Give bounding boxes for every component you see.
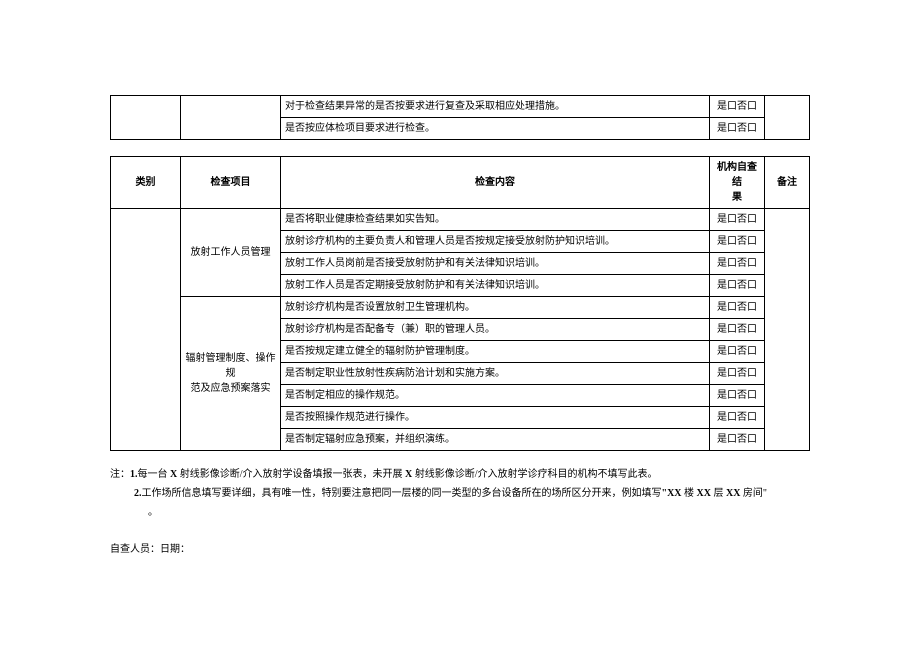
- result-cell: 是口否口: [710, 341, 765, 363]
- content-cell: 是否制定职业性放射性疾病防治计划和实施方案。: [281, 363, 710, 385]
- content-cell: 对于检查结果异常的是否按要求进行复查及采取相应处理措施。: [281, 96, 710, 118]
- note-num1: 1.: [130, 469, 138, 480]
- note-xx3: XX: [726, 488, 740, 499]
- cat-cell-empty: [111, 96, 181, 140]
- cat-cell-big: [111, 209, 181, 451]
- note-n2d: 房间": [743, 488, 767, 499]
- note-line-2: 2.工作场所信息填写要详细，具有唯一性，特别要注意把同一层楼的同一类型的多台设备…: [110, 484, 810, 503]
- note-num2: 2.: [134, 488, 142, 499]
- content-cell: 是否制定辐射应急预案，并组织演练。: [281, 429, 710, 451]
- note-n1c: 射线影像诊断/介入放射学诊疗科目的机构不填写此表。: [415, 469, 658, 480]
- header-content: 检查内容: [281, 157, 710, 209]
- item-cell-empty: [181, 96, 281, 140]
- content-cell: 放射工作人员岗前是否接受放射防护和有关法律知识培训。: [281, 253, 710, 275]
- note-line-3: 。: [110, 503, 810, 522]
- result-cell: 是口否口: [710, 363, 765, 385]
- note-cell-big: [765, 209, 810, 451]
- table-row: 辐射管理制度、操作规 范及应急预案落实 放射诊疗机构是否设置放射卫生管理机构。 …: [111, 297, 810, 319]
- note-n1a: 每一台: [138, 469, 168, 480]
- result-cell: 是口否口: [710, 319, 765, 341]
- note-x2: X: [405, 469, 412, 480]
- item-cell-g2: 辐射管理制度、操作规 范及应急预案落实: [181, 297, 281, 451]
- result-cell: 是口否口: [710, 407, 765, 429]
- table-header-row: 类别 检查项目 检查内容 机构自查结 果 备注: [111, 157, 810, 209]
- content-cell: 是否按应体检项目要求进行检查。: [281, 118, 710, 140]
- notes-block: 注：1.每一台 X 射线影像诊断/介入放射学设备填报一张表，未开展 X 射线影像…: [110, 465, 810, 522]
- header-result: 机构自查结 果: [710, 157, 765, 209]
- note-xx2: XX: [697, 488, 711, 499]
- table-main: 类别 检查项目 检查内容 机构自查结 果 备注 放射工作人员管理 是否将职业健康…: [110, 156, 810, 451]
- result-cell: 是口否口: [710, 231, 765, 253]
- note-n2e: 。: [148, 507, 158, 518]
- result-cell: 是口否口: [710, 297, 765, 319]
- content-cell: 是否将职业健康检查结果如实告知。: [281, 209, 710, 231]
- content-cell: 是否按规定建立健全的辐射防护管理制度。: [281, 341, 710, 363]
- result-cell: 是口否口: [710, 118, 765, 140]
- result-cell: 是口否口: [710, 253, 765, 275]
- note-x: X: [170, 469, 177, 480]
- note-cell-empty: [765, 96, 810, 140]
- header-item: 检查项目: [181, 157, 281, 209]
- note-n2c: 层: [713, 488, 723, 499]
- content-cell: 放射工作人员是否定期接受放射防护和有关法律知识培训。: [281, 275, 710, 297]
- header-note: 备注: [765, 157, 810, 209]
- note-line-1: 注：1.每一台 X 射线影像诊断/介入放射学设备填报一张表，未开展 X 射线影像…: [110, 465, 810, 484]
- content-cell: 是否按照操作规范进行操作。: [281, 407, 710, 429]
- note-n2a: 工作场所信息填写要详细，具有唯一性，特别要注意把同一层楼的同一类型的多台设备所在…: [142, 488, 662, 499]
- result-cell: 是口否口: [710, 275, 765, 297]
- result-cell: 是口否口: [710, 96, 765, 118]
- note-prefix: 注：: [110, 469, 130, 480]
- note-xx1: XX: [667, 488, 681, 499]
- result-cell: 是口否口: [710, 385, 765, 407]
- note-n2b: 楼: [684, 488, 694, 499]
- content-cell: 放射诊疗机构的主要负责人和管理人员是否按规定接受放射防护知识培训。: [281, 231, 710, 253]
- table-top-partial: 对于检查结果异常的是否按要求进行复查及采取相应处理措施。 是口否口 是否按应体检…: [110, 95, 810, 140]
- sign-label: 自查人员：日期：: [110, 544, 190, 555]
- note-n1b: 射线影像诊断/介入放射学设备填报一张表，未开展: [180, 469, 403, 480]
- content-cell: 放射诊疗机构是否配备专（兼）职的管理人员。: [281, 319, 710, 341]
- result-cell: 是口否口: [710, 429, 765, 451]
- table-row: 对于检查结果异常的是否按要求进行复查及采取相应处理措施。 是口否口: [111, 96, 810, 118]
- table-row: 放射工作人员管理 是否将职业健康检查结果如实告知。 是口否口: [111, 209, 810, 231]
- header-cat: 类别: [111, 157, 181, 209]
- sign-line: 自查人员：日期：: [110, 540, 810, 555]
- content-cell: 是否制定相应的操作规范。: [281, 385, 710, 407]
- content-cell: 放射诊疗机构是否设置放射卫生管理机构。: [281, 297, 710, 319]
- result-cell: 是口否口: [710, 209, 765, 231]
- item-cell-g1: 放射工作人员管理: [181, 209, 281, 297]
